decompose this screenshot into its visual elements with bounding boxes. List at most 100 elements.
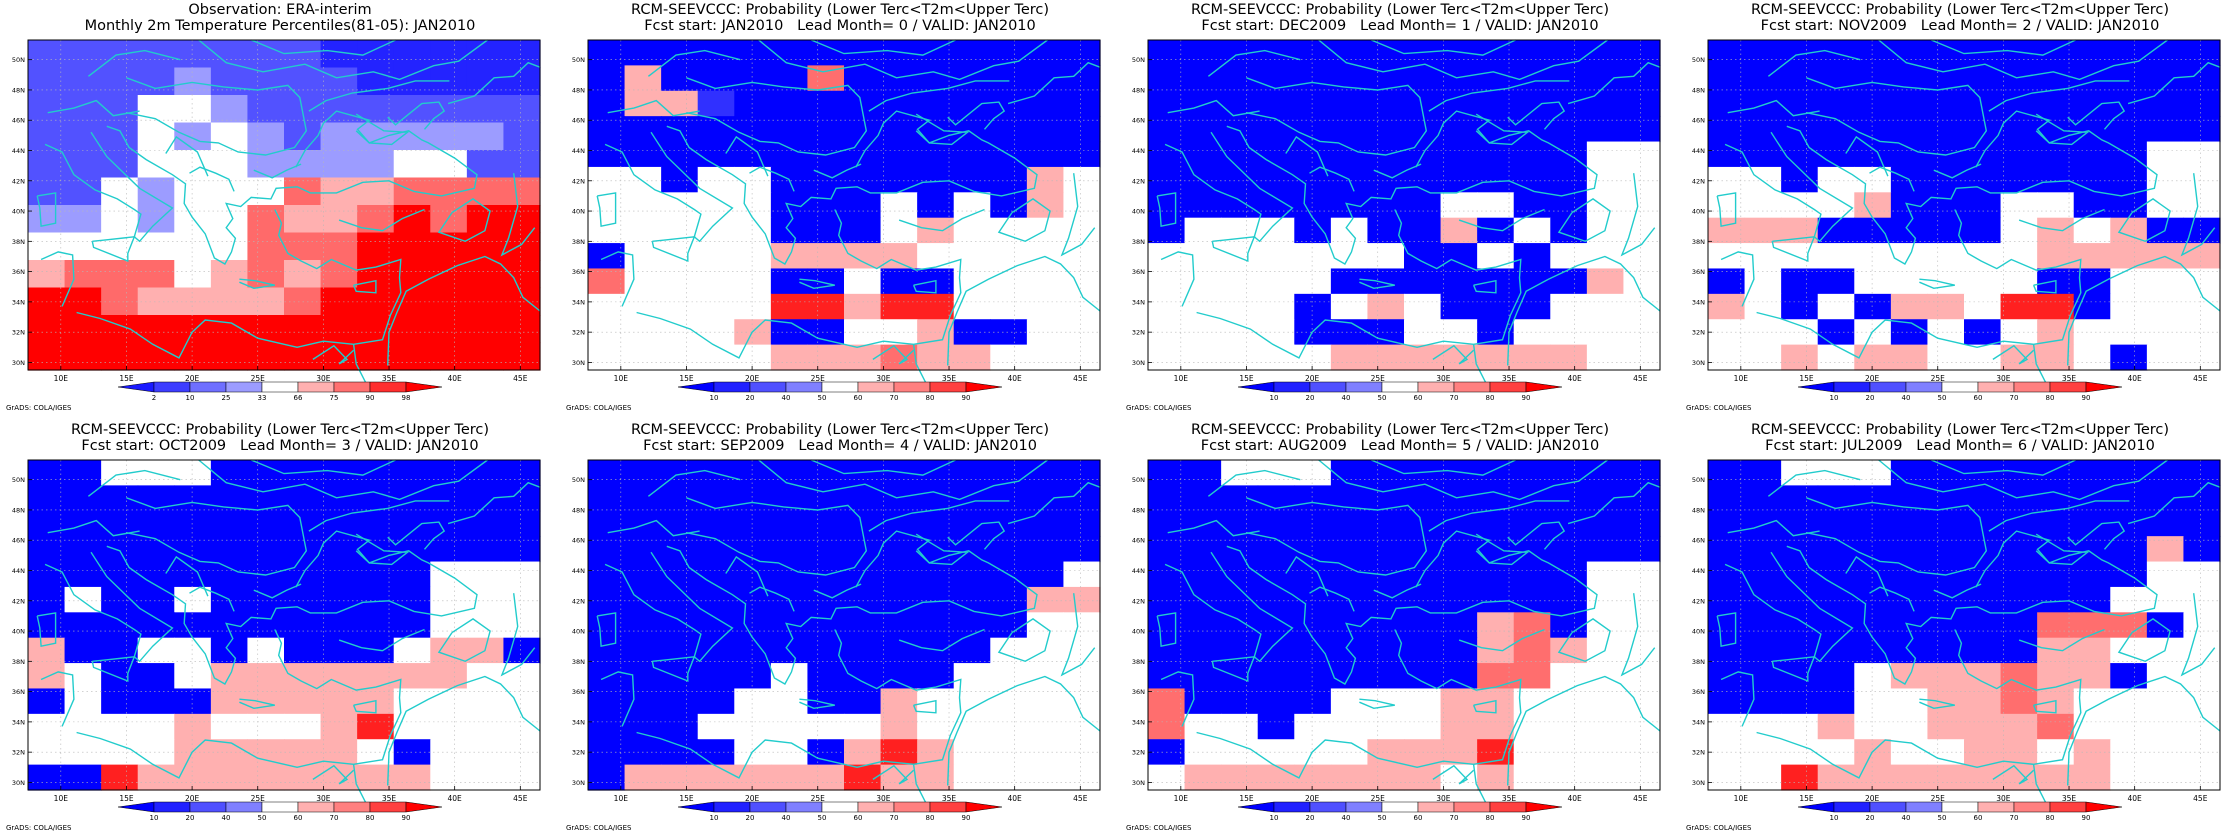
map-cell bbox=[1477, 586, 1515, 613]
map-cell bbox=[697, 65, 735, 92]
lon-tick-label: 40E bbox=[2128, 374, 2143, 383]
coastline bbox=[607, 519, 700, 537]
map-cell bbox=[2146, 319, 2185, 346]
coastline bbox=[1507, 101, 1566, 130]
map-cell bbox=[1708, 141, 1746, 168]
lat-tick-label: 48N bbox=[1132, 86, 1145, 94]
map-cell bbox=[1477, 510, 1515, 537]
panel-title: Observation: ERA-interim bbox=[188, 2, 372, 18]
lat-tick-label: 32N bbox=[1132, 749, 1145, 757]
map-cell bbox=[953, 141, 991, 168]
map-cell bbox=[1513, 663, 1551, 690]
map-cell bbox=[1477, 166, 1515, 193]
coastline bbox=[387, 101, 446, 130]
coastline bbox=[387, 675, 541, 786]
map-cell bbox=[1440, 713, 1478, 740]
map-cell bbox=[953, 217, 991, 244]
map-cell bbox=[1744, 217, 1782, 244]
map-cell bbox=[1184, 561, 1222, 588]
lat-tick-label: 32N bbox=[572, 329, 585, 337]
map-cell bbox=[1294, 243, 1332, 270]
map-cell bbox=[320, 67, 358, 96]
map-cell bbox=[2183, 40, 2221, 66]
map-cell bbox=[466, 739, 505, 766]
map-cell bbox=[734, 561, 772, 588]
map-cell bbox=[1221, 485, 1259, 512]
map-cell bbox=[770, 460, 809, 486]
map-cell bbox=[357, 612, 395, 639]
map-cell bbox=[28, 315, 66, 344]
lon-tick-label: 10E bbox=[1174, 794, 1189, 803]
map-cell bbox=[2037, 637, 2075, 664]
legend-label: 90 bbox=[962, 814, 971, 822]
panel-title: RCM-SEEVCCC: Probability (Lower Terc<T2m… bbox=[1750, 422, 2170, 438]
coastline bbox=[912, 344, 930, 391]
coastline bbox=[1716, 192, 1737, 228]
legend-swatch bbox=[1489, 801, 1527, 813]
map-cell bbox=[990, 166, 1028, 193]
legend-swatch bbox=[225, 381, 263, 393]
map-cell bbox=[1586, 536, 1625, 563]
grads-credit: GrADS: COLA/IGES bbox=[1126, 824, 1192, 832]
lon-tick-label: 10E bbox=[54, 794, 69, 803]
map-cell bbox=[1623, 663, 1661, 690]
map-cell bbox=[64, 561, 102, 588]
legend-label: 75 bbox=[330, 394, 339, 402]
map-frame bbox=[587, 459, 1101, 791]
lat-tick-label: 50N bbox=[1692, 56, 1705, 64]
map-cell bbox=[320, 287, 358, 316]
map-cell bbox=[1513, 40, 1551, 66]
map-cell bbox=[1623, 243, 1661, 270]
lon-tick-label: 40E bbox=[448, 374, 463, 383]
map-cell bbox=[1404, 217, 1442, 244]
map-cell bbox=[1367, 510, 1405, 537]
map-cell bbox=[661, 561, 699, 588]
lat-tick-label: 34N bbox=[1692, 298, 1705, 306]
map-cell bbox=[2073, 663, 2111, 690]
map-cell bbox=[1221, 293, 1259, 320]
map-cell bbox=[624, 561, 662, 588]
coastline bbox=[1472, 279, 1497, 294]
coastline bbox=[2032, 764, 2050, 811]
map-cell bbox=[210, 460, 249, 486]
map-cell bbox=[1586, 764, 1625, 791]
lon-tick-label: 35E bbox=[1502, 374, 1517, 383]
coastline bbox=[338, 208, 425, 232]
map-cell bbox=[1257, 713, 1295, 740]
map-cell bbox=[466, 40, 505, 69]
map-cell bbox=[1623, 586, 1661, 613]
coastline bbox=[2032, 699, 2057, 714]
map-cell bbox=[1550, 40, 1588, 66]
legend-swatch bbox=[1869, 801, 1907, 813]
coastline bbox=[2180, 173, 2216, 257]
coastline bbox=[1845, 555, 1889, 597]
lon-tick-label: 25E bbox=[811, 794, 826, 803]
map-cell bbox=[64, 232, 102, 261]
map-cell bbox=[1817, 319, 1855, 346]
legend-swatch bbox=[189, 801, 227, 813]
map-cell bbox=[917, 713, 955, 740]
map-cell bbox=[284, 40, 322, 69]
map-cell bbox=[284, 637, 322, 664]
map-cell bbox=[880, 688, 918, 715]
lat-tick-label: 42N bbox=[572, 177, 585, 185]
map-cell bbox=[1623, 612, 1661, 639]
map-cell bbox=[1623, 485, 1661, 512]
coastline bbox=[1211, 235, 1256, 263]
map-cell bbox=[1550, 192, 1588, 219]
map-cell bbox=[2000, 217, 2038, 244]
map-cell bbox=[1404, 293, 1442, 320]
map-cell bbox=[1221, 344, 1259, 371]
legend-swatch bbox=[1381, 381, 1419, 393]
coastline bbox=[1359, 698, 1395, 710]
map-cell bbox=[1477, 561, 1515, 588]
map-cell bbox=[624, 764, 662, 791]
map-cell bbox=[137, 67, 175, 96]
map-cell bbox=[2110, 116, 2148, 143]
map-cell bbox=[2000, 141, 2038, 168]
legend-label: 70 bbox=[890, 394, 899, 402]
legend-label: 20 bbox=[746, 814, 755, 822]
map-cell bbox=[697, 637, 735, 664]
map-cell bbox=[503, 40, 541, 69]
lon-tick-label: 15E bbox=[1239, 794, 1254, 803]
